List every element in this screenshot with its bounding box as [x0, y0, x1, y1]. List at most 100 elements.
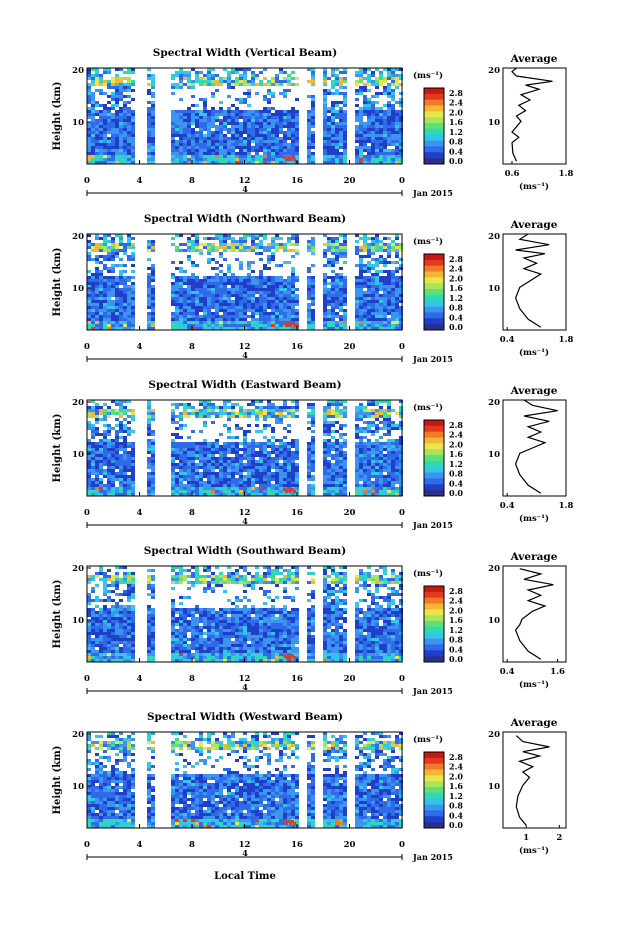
avg-x-axis-label: (ms⁻¹): [519, 845, 549, 856]
colorbar-swatch: [424, 461, 444, 467]
colorbar-tick-label: 0.8: [449, 469, 463, 479]
colorbar-swatch: [424, 146, 444, 152]
colorbar-tick-label: 2.8: [449, 752, 463, 762]
colorbar-swatch: [424, 484, 444, 490]
colorbar-units: (ms⁻¹): [413, 236, 443, 247]
y-axis-label: Height (km): [52, 746, 63, 815]
colorbar-swatch: [424, 621, 444, 627]
colorbar-tick-label: 1.2: [449, 293, 463, 303]
avg-x-tick-label: 1: [523, 833, 529, 843]
panel-title: Spectral Width (Eastward Beam): [148, 379, 341, 391]
colorbar-swatch: [424, 586, 444, 592]
x-tick-label: 0: [399, 840, 405, 850]
x-tick-label: 20: [344, 342, 356, 352]
avg-x-tick-label: 1.8: [559, 335, 574, 345]
colorbar-tick-label: 1.2: [449, 127, 463, 137]
avg-x-tick-label: 2: [556, 833, 562, 843]
colorbar-tick-label: 2.4: [449, 264, 463, 274]
colorbar-tick-label: 0.0: [449, 156, 463, 166]
y-tick-label: 20: [72, 730, 84, 740]
colorbar-swatch: [424, 764, 444, 770]
x-tick-label: 20: [344, 176, 356, 186]
colorbar-swatch: [424, 272, 444, 278]
x-tick-label: 0: [84, 176, 90, 186]
colorbar-swatch: [424, 117, 444, 123]
colorbar-tick-label: 2.0: [449, 439, 463, 449]
colorbar-swatch: [424, 775, 444, 781]
colorbar-swatch: [424, 88, 444, 94]
colorbar-swatch: [424, 627, 444, 633]
colorbar-tick-label: 2.8: [449, 586, 463, 596]
x-tick-label: 8: [189, 674, 195, 684]
colorbar-swatch: [424, 467, 444, 473]
avg-x-tick-label: 0.4: [500, 667, 515, 677]
beam-panel: Spectral Width (Westward Beam)2010Height…: [52, 711, 566, 862]
average-profile-line: [512, 68, 553, 161]
colorbar-swatch: [424, 609, 444, 615]
colorbar-tick-label: 0.0: [449, 488, 463, 498]
colorbar-swatch: [424, 455, 444, 461]
average-title: Average: [510, 717, 558, 729]
avg-x-axis-label: (ms⁻¹): [519, 513, 549, 524]
colorbar-tick-label: 2.8: [449, 420, 463, 430]
date-tick-label: 4: [242, 682, 248, 692]
x-tick-label: 8: [189, 342, 195, 352]
colorbar-swatch: [424, 100, 444, 106]
y-axis-label: Height (km): [52, 414, 63, 483]
x-tick-label: 0: [84, 674, 90, 684]
panel-title: Spectral Width (Vertical Beam): [153, 47, 337, 59]
x-tick-label: 4: [137, 176, 143, 186]
colorbar-swatch: [424, 758, 444, 764]
colorbar-units: (ms⁻¹): [413, 70, 443, 81]
colorbar-units: (ms⁻¹): [413, 402, 443, 413]
colorbar-swatch: [424, 123, 444, 129]
date-tick-label: 4: [242, 516, 248, 526]
colorbar-swatch: [424, 301, 444, 307]
colorbar-swatch: [424, 254, 444, 260]
avg-x-tick-label: 0.4: [500, 501, 515, 511]
heatmap-cells: [87, 68, 403, 164]
colorbar-swatch: [424, 473, 444, 479]
colorbar-tick-label: 1.2: [449, 625, 463, 635]
avg-y-tick-label: 10: [488, 284, 500, 294]
average-profile-line: [516, 569, 554, 660]
x-tick-label: 8: [189, 508, 195, 518]
avg-y-tick-label: 20: [488, 232, 500, 242]
y-axis-label: Height (km): [52, 82, 63, 151]
x-tick-label: 0: [399, 674, 405, 684]
colorbar-tick-label: 2.0: [449, 107, 463, 117]
colorbar-swatch: [424, 793, 444, 799]
x-tick-label: 8: [189, 176, 195, 186]
colorbar-swatch: [424, 312, 444, 318]
colorbar-tick-label: 2.4: [449, 596, 463, 606]
y-axis-label: Height (km): [52, 248, 63, 317]
colorbar-tick-label: 0.4: [449, 478, 463, 488]
y-tick-label: 10: [72, 284, 84, 294]
x-tick-label: 16: [291, 176, 303, 186]
x-tick-label: 4: [137, 342, 143, 352]
colorbar-swatch: [424, 478, 444, 484]
average-title: Average: [510, 53, 558, 65]
date-label: Jan 2015: [412, 354, 453, 364]
average-title: Average: [510, 551, 558, 563]
colorbar-swatch: [424, 604, 444, 610]
y-tick-label: 10: [72, 450, 84, 460]
x-tick-label: 0: [399, 342, 405, 352]
colorbar-swatch: [424, 787, 444, 793]
colorbar-swatch: [424, 816, 444, 822]
colorbar-swatch: [424, 781, 444, 787]
x-tick-label: 16: [291, 674, 303, 684]
average-profile-line: [516, 234, 550, 327]
colorbar-swatch: [424, 289, 444, 295]
date-tick-label: 4: [242, 350, 248, 360]
heatmap-cells: [87, 234, 403, 330]
colorbar-units: (ms⁻¹): [413, 734, 443, 745]
colorbar-tick-label: 0.4: [449, 644, 463, 654]
x-tick-label: 20: [344, 674, 356, 684]
colorbar-swatch: [424, 283, 444, 289]
avg-y-tick-label: 10: [488, 616, 500, 626]
colorbar-tick-label: 0.8: [449, 303, 463, 313]
colorbar-swatch: [424, 633, 444, 639]
colorbar-swatch: [424, 799, 444, 805]
colorbar-tick-label: 0.4: [449, 146, 463, 156]
